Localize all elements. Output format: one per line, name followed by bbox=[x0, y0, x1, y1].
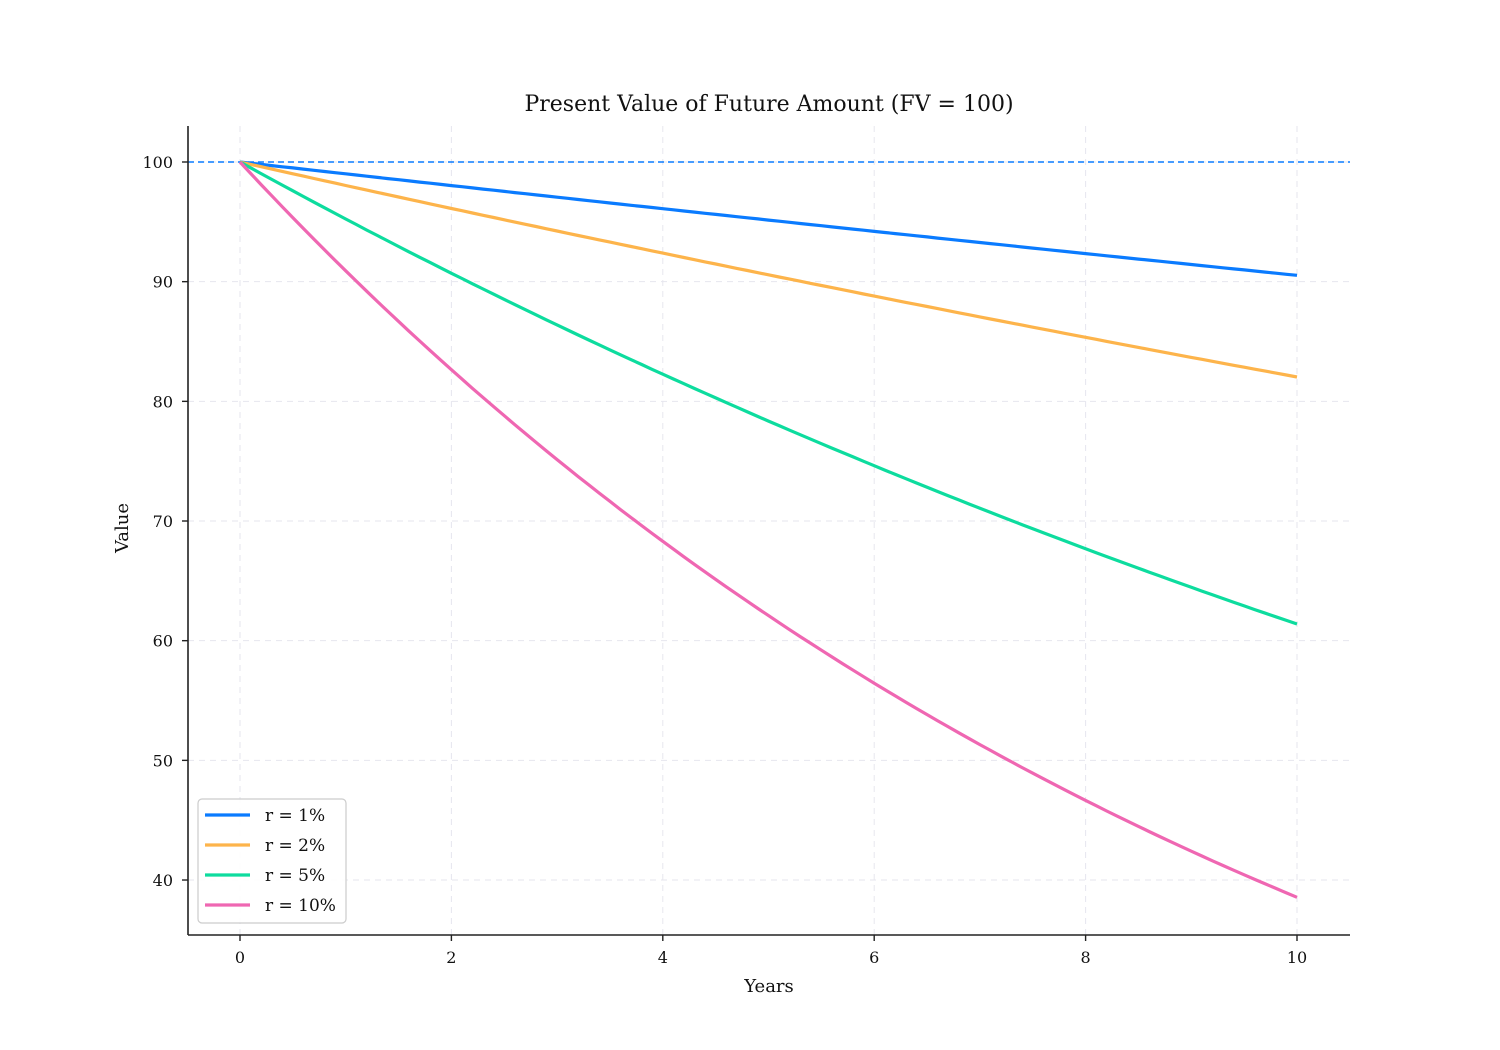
x-tick-label: 8 bbox=[1081, 948, 1091, 967]
x-tick-label: 2 bbox=[446, 948, 456, 967]
legend-item: r = 10% bbox=[205, 896, 336, 916]
series-line-5pct bbox=[239, 160, 1298, 626]
x-tick-label: 6 bbox=[869, 948, 879, 967]
legend-label: r = 1% bbox=[265, 806, 325, 826]
x-tick-label: 10 bbox=[1287, 948, 1307, 967]
x-axis-ticks: 0 2 4 6 8 10 bbox=[235, 935, 1307, 967]
legend-label: r = 5% bbox=[265, 866, 325, 886]
series-line-2pct bbox=[239, 160, 1298, 379]
axes bbox=[187, 126, 1350, 936]
series-line-1pct bbox=[239, 160, 1298, 277]
chart-title: Present Value of Future Amount (FV = 100… bbox=[524, 92, 1013, 117]
y-tick-label: 90 bbox=[153, 273, 173, 292]
legend-label: r = 2% bbox=[265, 836, 325, 856]
legend-item: r = 5% bbox=[205, 866, 325, 886]
series-line-10pct bbox=[238, 160, 1298, 899]
legend-label: r = 10% bbox=[265, 896, 336, 916]
y-axis-label: Value bbox=[112, 503, 133, 554]
y-tick-label: 40 bbox=[153, 871, 173, 890]
x-tick-label: 4 bbox=[658, 948, 668, 967]
y-tick-label: 100 bbox=[142, 153, 173, 172]
y-tick-label: 80 bbox=[153, 392, 173, 411]
grid-lines bbox=[188, 126, 1350, 935]
y-tick-label: 50 bbox=[153, 751, 173, 770]
legend-item: r = 2% bbox=[205, 836, 325, 856]
y-axis-ticks: 40 50 60 70 80 90 100 bbox=[142, 153, 188, 890]
series-lines bbox=[238, 160, 1298, 899]
y-tick-label: 60 bbox=[153, 632, 173, 651]
x-axis-label: Years bbox=[743, 976, 794, 997]
legend-box bbox=[197, 798, 347, 924]
legend-item: r = 1% bbox=[205, 806, 325, 826]
x-tick-label: 0 bbox=[235, 948, 245, 967]
legend: r = 1% r = 2% r = 5% r = 10% bbox=[197, 798, 347, 924]
y-tick-label: 70 bbox=[153, 512, 173, 531]
